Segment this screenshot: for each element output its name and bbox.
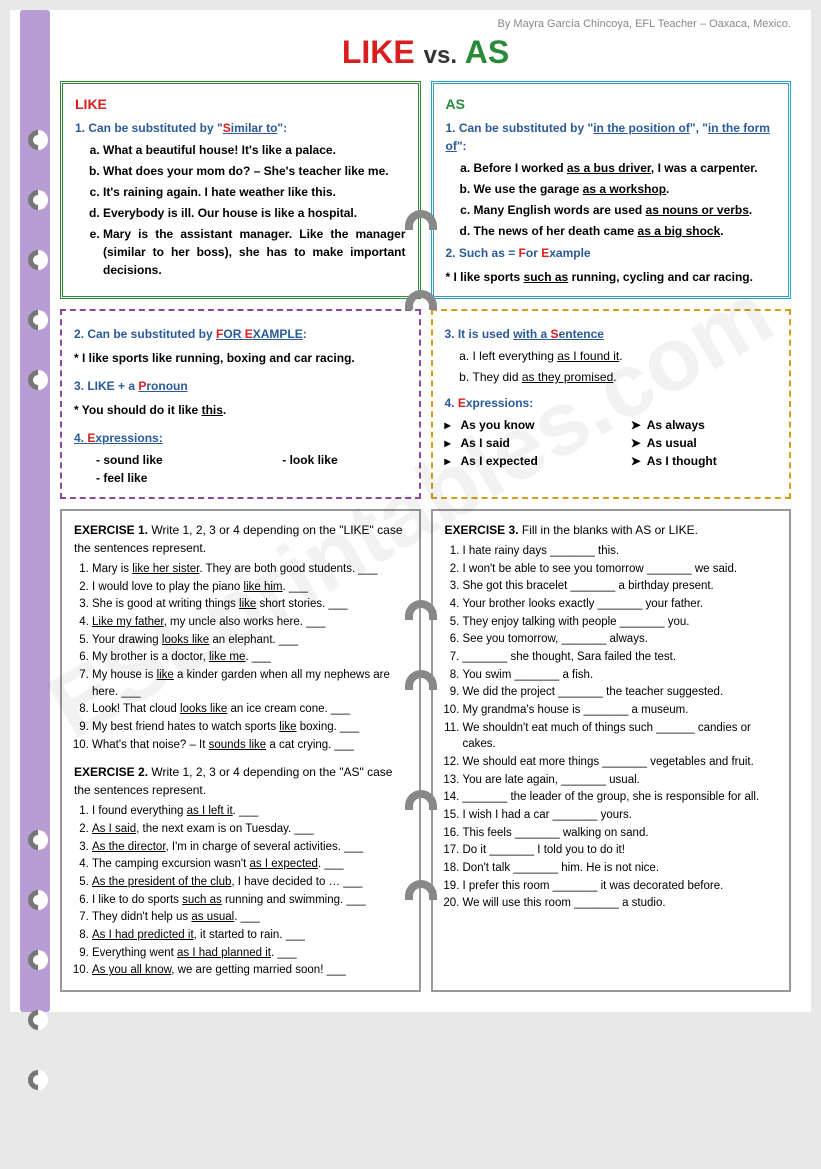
list-item: Your brother looks exactly _______ your … bbox=[463, 596, 778, 613]
list-item: Everything went as I had planned it. ___ bbox=[92, 945, 407, 962]
list-item: I won't be able to see you tomorrow ____… bbox=[463, 561, 778, 578]
like-note-3: * You should do it like this. bbox=[74, 401, 407, 419]
list-item: I found everything as I left it. ___ bbox=[92, 803, 407, 820]
list-item: The camping excursion wasn't as I expect… bbox=[92, 856, 407, 873]
list-item: Do it _______ I told you to do it! bbox=[463, 842, 778, 859]
list-item: What a beautiful house! It's like a pala… bbox=[103, 141, 406, 159]
list-item: As you all know, we are getting married … bbox=[92, 962, 407, 979]
like-rule-3: 3. LIKE + a Pronoun bbox=[74, 377, 407, 395]
exp: look like bbox=[260, 451, 406, 469]
list-item: You are late again, _______ usual. bbox=[463, 772, 778, 789]
list-item: She is good at writing things like short… bbox=[92, 596, 407, 613]
exp: As you know bbox=[445, 416, 591, 434]
exp: sound like bbox=[74, 451, 220, 469]
like-rule-2: 2. Can be substituted by FOR EXAMPLE: bbox=[74, 325, 407, 343]
list-item: What's that noise? – It sounds like a ca… bbox=[92, 737, 407, 754]
page-title: LIKE vs. AS bbox=[60, 34, 791, 71]
list-item: The news of her death came as a big shoc… bbox=[474, 222, 777, 240]
like-rule-1: 1. Can be substituted by "Similar to": bbox=[75, 119, 406, 137]
as-sentence-examples: I left everything as I found it. They did… bbox=[473, 347, 778, 386]
list-item: She got this bracelet _______ a birthday… bbox=[463, 578, 778, 595]
list-item: We shouldn't eat much of things such ___… bbox=[463, 720, 778, 753]
list-item: I like to do sports such as running and … bbox=[92, 892, 407, 909]
list-item: Everybody is ill. Our house is like a ho… bbox=[103, 204, 406, 222]
like-examples: What a beautiful house! It's like a pala… bbox=[103, 141, 406, 279]
list-item: Mary is like her sister. They are both g… bbox=[92, 561, 407, 578]
list-item: As I had predicted it, it started to rai… bbox=[92, 927, 407, 944]
exp: As I thought bbox=[631, 452, 777, 470]
exp: As I expected bbox=[445, 452, 591, 470]
list-item: We should eat more things _______ vegeta… bbox=[463, 754, 778, 771]
ex3-title: EXERCISE 3. Fill in the blanks with AS o… bbox=[445, 521, 778, 539]
as-rule-1: 1. Can be substituted by "in the positio… bbox=[446, 119, 777, 155]
list-item: They did as they promised. bbox=[473, 368, 778, 386]
list-item: Like my father, my uncle also works here… bbox=[92, 614, 407, 631]
list-item: Look! That cloud looks like an ice cream… bbox=[92, 701, 407, 718]
list-item: As the president of the club, I have dec… bbox=[92, 874, 407, 891]
list-item: I left everything as I found it. bbox=[473, 347, 778, 365]
exp: As I said bbox=[445, 434, 591, 452]
as-note: * I like sports such as running, cycling… bbox=[446, 268, 777, 286]
list-item: They enjoy talking with people _______ y… bbox=[463, 614, 778, 631]
exp: As always bbox=[631, 416, 777, 434]
binder-ring bbox=[24, 1066, 52, 1094]
list-item: Mary is the assistant manager. Like the … bbox=[103, 225, 406, 279]
ex2-list: I found everything as I left it. ___As I… bbox=[92, 803, 407, 979]
exercise-3-box: EXERCISE 3. Fill in the blanks with AS o… bbox=[431, 509, 792, 992]
list-item: I hate rainy days _______ this. bbox=[463, 543, 778, 560]
exercise-1-2-box: EXERCISE 1. Write 1, 2, 3 or 4 depending… bbox=[60, 509, 421, 992]
like-extra-box: 2. Can be substituted by FOR EXAMPLE: * … bbox=[60, 309, 421, 499]
binder-spine bbox=[20, 10, 50, 1012]
as-box: AS 1. Can be substituted by "in the posi… bbox=[431, 81, 792, 299]
worksheet-page: ESLprintables.com By Mayra García Chinco… bbox=[10, 10, 811, 1012]
as-rule-2: 2. Such as = For Example bbox=[446, 244, 777, 262]
like-box: LIKE 1. Can be substituted by "Similar t… bbox=[60, 81, 421, 299]
list-item: We did the project _______ the teacher s… bbox=[463, 684, 778, 701]
exp: As usual bbox=[631, 434, 777, 452]
list-item: My grandma's house is _______ a museum. bbox=[463, 702, 778, 719]
title-vs: vs. bbox=[424, 42, 457, 69]
list-item: We will use this room _______ a studio. bbox=[463, 895, 778, 912]
list-item: They didn't help us as usual. ___ bbox=[92, 909, 407, 926]
as-extra-box: 3. It is used with a Sentence I left eve… bbox=[431, 309, 792, 499]
list-item: You swim _______ a fish. bbox=[463, 667, 778, 684]
list-item: We use the garage as a workshop. bbox=[474, 180, 777, 198]
list-item: Before I worked as a bus driver, I was a… bbox=[474, 159, 777, 177]
list-item: I would love to play the piano like him.… bbox=[92, 579, 407, 596]
like-note-2: * I like sports like running, boxing and… bbox=[74, 349, 407, 367]
list-item: It's raining again. I hate weather like … bbox=[103, 183, 406, 201]
list-item: My best friend hates to watch sports lik… bbox=[92, 719, 407, 736]
list-item: My house is like a kinder garden when al… bbox=[92, 667, 407, 700]
list-item: _______ she thought, Sara failed the tes… bbox=[463, 649, 778, 666]
as-heading: AS bbox=[446, 94, 777, 115]
list-item: Many English words are used as nouns or … bbox=[474, 201, 777, 219]
like-heading: LIKE bbox=[75, 94, 406, 115]
title-like: LIKE bbox=[342, 34, 415, 70]
ex3-list: I hate rainy days _______ this.I won't b… bbox=[463, 543, 778, 912]
ex2-title: EXERCISE 2. Write 1, 2, 3 or 4 depending… bbox=[74, 763, 407, 799]
as-expressions: As you knowAs I saidAs I expected As alw… bbox=[445, 416, 778, 470]
like-rule-4: 4. Expressions: bbox=[74, 429, 407, 447]
ex1-list: Mary is like her sister. They are both g… bbox=[92, 561, 407, 753]
list-item: _______ the leader of the group, she is … bbox=[463, 789, 778, 806]
list-item: I wish I had a car _______ yours. bbox=[463, 807, 778, 824]
exp: feel like bbox=[74, 469, 220, 487]
list-item: I prefer this room _______ it was decora… bbox=[463, 878, 778, 895]
content-grid: LIKE 1. Can be substituted by "Similar t… bbox=[60, 81, 791, 992]
list-item: My brother is a doctor, like me. ___ bbox=[92, 649, 407, 666]
list-item: See you tomorrow, _______ always. bbox=[463, 631, 778, 648]
list-item: As the director, I'm in charge of severa… bbox=[92, 839, 407, 856]
as-rule-3: 3. It is used with a Sentence bbox=[445, 325, 778, 343]
list-item: This feels _______ walking on sand. bbox=[463, 825, 778, 842]
list-item: Your drawing looks like an elephant. ___ bbox=[92, 632, 407, 649]
list-item: Don't talk _______ him. He is not nice. bbox=[463, 860, 778, 877]
ex1-title: EXERCISE 1. Write 1, 2, 3 or 4 depending… bbox=[74, 521, 407, 557]
as-rule-4: 4. Expressions: bbox=[445, 394, 778, 412]
title-as: AS bbox=[465, 34, 509, 70]
like-expressions: sound like feel like look like bbox=[74, 451, 407, 487]
list-item: What does your mom do? – She's teacher l… bbox=[103, 162, 406, 180]
byline: By Mayra García Chincoya, EFL Teacher – … bbox=[60, 18, 791, 30]
list-item: As I said, the next exam is on Tuesday. … bbox=[92, 821, 407, 838]
as-examples: Before I worked as a bus driver, I was a… bbox=[474, 159, 777, 240]
